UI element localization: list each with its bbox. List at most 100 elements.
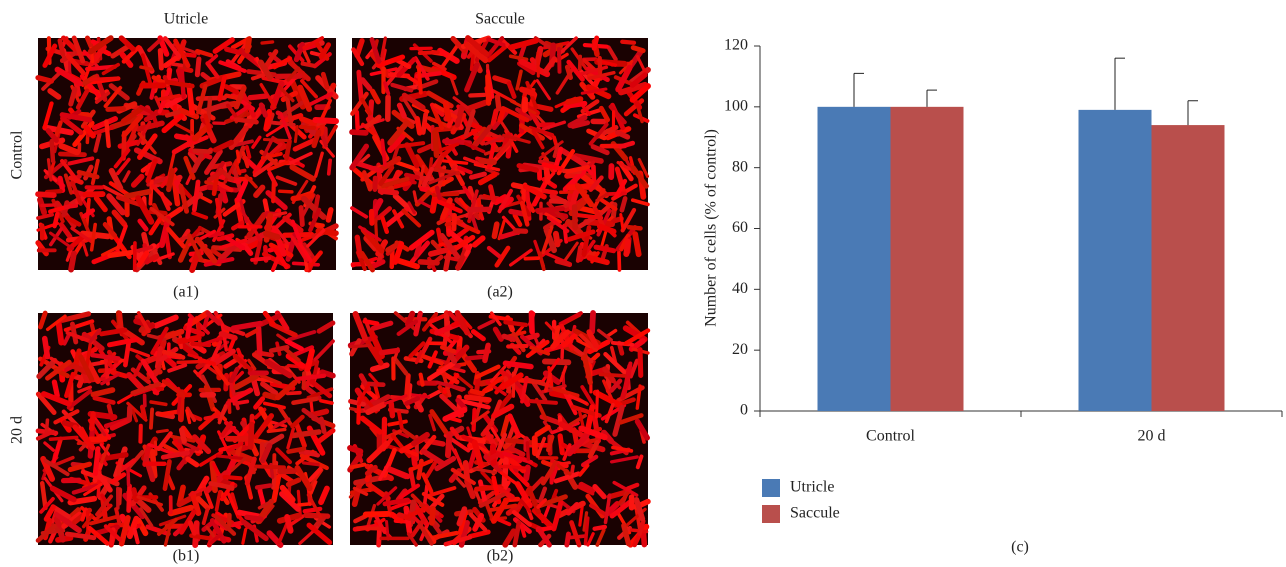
cell: [236, 347, 245, 363]
cell: [262, 135, 275, 157]
cell: [54, 66, 83, 87]
cell: [129, 347, 151, 358]
cell: [595, 192, 609, 202]
cell: [496, 517, 512, 527]
y-tick-label: 40: [732, 280, 748, 297]
cell: [593, 244, 617, 254]
cell: [523, 256, 541, 261]
cell: [351, 47, 365, 67]
cell: [58, 142, 81, 156]
cell: [529, 399, 558, 405]
cell: [138, 507, 154, 528]
cell: [589, 503, 607, 516]
cell: [166, 226, 186, 249]
cell: [592, 484, 607, 500]
cell: [207, 231, 225, 238]
cell: [90, 352, 121, 361]
cell: [472, 467, 497, 475]
cell: [507, 445, 526, 457]
cell: [523, 464, 531, 482]
cell: [392, 241, 405, 265]
cell: [468, 171, 487, 180]
cell: [396, 257, 420, 270]
cell: [190, 226, 203, 239]
cell: [360, 384, 378, 401]
cell: [161, 379, 186, 398]
cell: [35, 523, 57, 543]
cell: [41, 335, 51, 360]
cell: [59, 112, 93, 123]
cell: [630, 165, 649, 189]
cell: [103, 85, 123, 109]
cell: [360, 97, 373, 116]
cell: [404, 142, 420, 169]
cell: [582, 58, 597, 72]
cell: [520, 375, 529, 404]
cell: [427, 361, 456, 382]
cell: [176, 394, 182, 415]
cell: [371, 346, 382, 364]
cell: [435, 380, 466, 392]
cell: [161, 349, 186, 360]
cell: [80, 507, 88, 522]
cell: [255, 372, 282, 386]
cell: [359, 77, 373, 92]
cell: [537, 251, 546, 272]
cell: [318, 416, 327, 435]
cell: [502, 133, 531, 144]
cell: [224, 46, 242, 55]
cell: [314, 151, 324, 178]
cell: [450, 467, 476, 486]
cell: [35, 75, 55, 84]
y-tick-label: 120: [724, 37, 748, 54]
cell: [525, 441, 531, 461]
cell: [541, 225, 554, 255]
cell: [464, 354, 485, 361]
cell: [95, 494, 114, 517]
cell: [594, 389, 600, 419]
cell: [52, 211, 60, 229]
cell: [58, 222, 73, 240]
cell: [519, 524, 527, 538]
cell: [511, 465, 527, 470]
cell: [93, 195, 108, 213]
cell: [84, 64, 117, 72]
cell: [250, 72, 266, 81]
cell: [471, 124, 493, 151]
cell: [365, 401, 387, 416]
cell: [516, 163, 539, 173]
cell: [214, 197, 224, 229]
cell: [325, 207, 334, 223]
cell: [609, 378, 623, 393]
cell: [499, 37, 518, 55]
cell: [544, 321, 558, 335]
cell: [635, 384, 642, 410]
cell: [194, 56, 202, 78]
cell: [580, 87, 608, 95]
cell: [619, 196, 628, 213]
cell: [404, 373, 411, 400]
cell: [231, 370, 245, 384]
cell: [233, 85, 247, 110]
cell: [83, 482, 103, 497]
cell: [464, 478, 476, 500]
y-tick-label: 80: [732, 158, 748, 175]
cell: [586, 254, 610, 266]
cell: [301, 407, 323, 425]
cell: [401, 208, 422, 228]
cell: [174, 122, 195, 135]
cell: [241, 519, 269, 542]
cell: [70, 180, 83, 206]
cell: [462, 460, 471, 482]
cell: [241, 527, 248, 545]
cell: [164, 109, 181, 118]
cell: [485, 73, 492, 106]
cell: [262, 137, 290, 143]
cell: [366, 440, 390, 464]
cell: [573, 153, 604, 164]
cell: [482, 342, 491, 364]
cell: [374, 515, 387, 534]
cell: [554, 258, 573, 268]
cell: [347, 445, 364, 455]
cell: [382, 497, 411, 507]
